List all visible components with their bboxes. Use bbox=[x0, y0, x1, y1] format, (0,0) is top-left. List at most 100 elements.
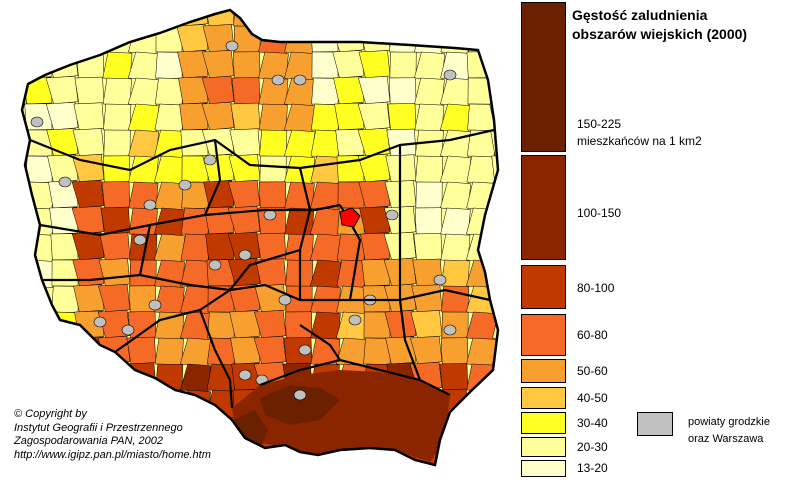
powiat-cell bbox=[50, 468, 81, 488]
city-powiat bbox=[203, 154, 217, 166]
powiat-cell bbox=[233, 441, 262, 465]
city-powiat bbox=[143, 199, 157, 211]
powiat-cell bbox=[310, 129, 341, 158]
powiat-cell bbox=[331, 10, 365, 27]
city-powiat bbox=[121, 324, 135, 336]
powiat-cell bbox=[180, 233, 211, 262]
powiat-cell bbox=[71, 179, 105, 209]
powiat-cell bbox=[414, 207, 443, 235]
city-powiat bbox=[148, 299, 162, 311]
powiat-cell bbox=[50, 337, 81, 366]
powiat-cell bbox=[128, 207, 158, 236]
powiat-cell bbox=[390, 468, 417, 488]
powiat-cell bbox=[310, 467, 338, 488]
powiat-cell bbox=[335, 129, 365, 157]
powiat-cell bbox=[154, 337, 184, 366]
powiat-cell bbox=[258, 181, 287, 209]
region-highest-density bbox=[260, 385, 340, 425]
powiat-cell bbox=[487, 23, 498, 53]
powiat-cell bbox=[492, 311, 498, 341]
powiat-cell bbox=[280, 466, 312, 488]
powiat-cell bbox=[76, 363, 105, 391]
powiat-cell bbox=[386, 128, 417, 157]
city-powiat bbox=[93, 316, 107, 328]
powiat-cell bbox=[332, 50, 365, 79]
powiat-cell bbox=[154, 103, 185, 132]
powiat-cell bbox=[229, 310, 261, 339]
powiat-cell bbox=[101, 181, 131, 209]
powiat-cell bbox=[466, 155, 497, 184]
city-powiat bbox=[58, 176, 72, 188]
powiat-cell bbox=[97, 362, 131, 391]
powiat-cell bbox=[22, 51, 28, 80]
powiat-cell bbox=[492, 259, 498, 288]
powiat-cell bbox=[357, 101, 391, 131]
legend-label-50-60: 50-60 bbox=[577, 364, 608, 378]
powiat-cell bbox=[22, 207, 30, 237]
powiat-cell bbox=[22, 337, 28, 365]
powiat-cell bbox=[22, 25, 27, 53]
powiat-cell bbox=[389, 51, 417, 79]
powiat-cell bbox=[492, 181, 498, 209]
powiat-cell bbox=[337, 468, 366, 488]
legend-label-13-20: 13-20 bbox=[577, 461, 608, 475]
city-powiat bbox=[298, 344, 312, 356]
legend-swatch-20-30 bbox=[521, 437, 566, 457]
powiat-cell bbox=[309, 10, 339, 27]
powiat-cell bbox=[233, 25, 261, 53]
powiat-cell bbox=[201, 101, 235, 131]
powiat-cell bbox=[336, 259, 367, 288]
powiat-cell bbox=[440, 337, 469, 365]
powiat-cell bbox=[45, 75, 79, 105]
legend-swatch-city-powiats bbox=[637, 412, 673, 436]
powiat-cell bbox=[102, 10, 134, 29]
powiat-cell bbox=[436, 440, 469, 465]
powiat-cell bbox=[413, 10, 446, 29]
powiat-cell bbox=[227, 231, 261, 261]
powiat-cell bbox=[257, 10, 290, 29]
powiat-cell bbox=[0, 467, 26, 488]
powiat-cell bbox=[178, 76, 209, 105]
powiat-cell bbox=[487, 10, 498, 27]
powiat-cell bbox=[493, 207, 498, 235]
city-powiat bbox=[443, 324, 457, 336]
powiat-cell bbox=[412, 467, 442, 488]
legend-swatch-60-80 bbox=[521, 314, 566, 356]
powiat-cell bbox=[413, 233, 443, 261]
powiat-cell bbox=[362, 468, 393, 488]
powiat-cell bbox=[467, 441, 495, 465]
legend-label-city-powiats: powiaty grodzkie oraz Warszawa bbox=[688, 416, 770, 445]
powiat-cell bbox=[257, 467, 286, 488]
legend-swatch-50-60 bbox=[521, 359, 566, 383]
powiat-cell bbox=[22, 363, 27, 391]
powiat-cell bbox=[492, 441, 498, 465]
legend-swatch-100-150 bbox=[521, 155, 566, 260]
legend-label-150-225: 150-225 mieszkańców na 1 km2 bbox=[577, 117, 702, 148]
legend-title: Gęstość zaludnienia obszarów wiejskich (… bbox=[572, 7, 748, 42]
powiat-cell bbox=[360, 232, 391, 261]
city-powiat bbox=[293, 74, 307, 86]
powiat-cell bbox=[357, 154, 391, 183]
legend-label-100-150: 100-150 bbox=[577, 206, 622, 220]
powiat-cell bbox=[361, 259, 391, 287]
powiat-cell bbox=[493, 468, 515, 488]
city-powiat bbox=[30, 116, 44, 128]
powiat-cell bbox=[24, 233, 55, 263]
powiat-cell bbox=[205, 233, 235, 261]
powiat-cell bbox=[466, 363, 497, 392]
powiat-cell bbox=[284, 25, 315, 55]
powiat-cell bbox=[50, 363, 81, 393]
powiat-cell bbox=[22, 259, 29, 289]
powiat-cell bbox=[491, 389, 498, 419]
powiat-cell bbox=[359, 206, 391, 235]
powiat-cell bbox=[253, 335, 287, 365]
powiat-cell bbox=[388, 77, 417, 105]
powiat-cell bbox=[45, 102, 79, 131]
powiat-cell bbox=[492, 285, 498, 314]
powiat-cell bbox=[201, 75, 235, 105]
powiat-cell bbox=[411, 284, 443, 313]
powiat-cell bbox=[124, 466, 156, 488]
legend-swatch-13-20 bbox=[521, 460, 566, 477]
powiat-cell bbox=[73, 284, 105, 313]
powiat-cell bbox=[153, 467, 182, 488]
